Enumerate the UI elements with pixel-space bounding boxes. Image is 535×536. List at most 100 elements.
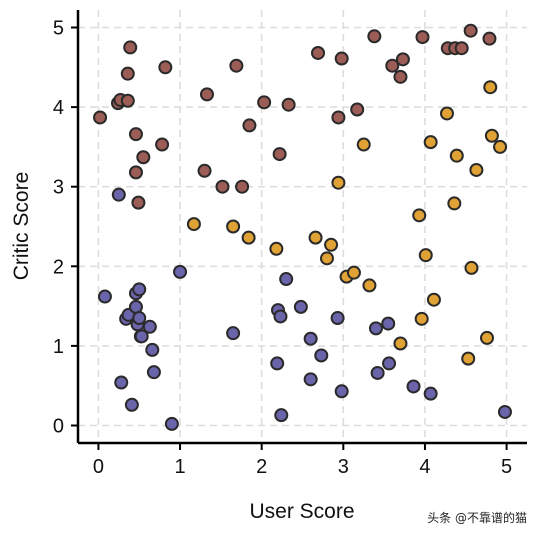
data-point-series-2: [241, 230, 256, 245]
data-point-series-3: [423, 386, 438, 401]
data-point-series-1: [215, 179, 230, 194]
data-point-series-2: [412, 208, 427, 223]
data-point-series-1: [120, 66, 135, 81]
data-point-series-3: [370, 365, 385, 380]
data-point-series-2: [186, 217, 201, 232]
data-point-series-3: [497, 404, 512, 419]
data-point-series-3: [382, 356, 397, 371]
data-point-series-1: [235, 179, 250, 194]
y-tick-label: 5: [53, 18, 64, 40]
data-point-series-1: [199, 87, 214, 102]
x-tick-label: 4: [419, 456, 430, 478]
data-point-series-1: [229, 58, 244, 73]
data-point-series-1: [463, 23, 478, 38]
data-point-series-3: [145, 342, 160, 357]
x-tick-label: 2: [256, 456, 267, 478]
data-point-series-2: [418, 248, 433, 263]
data-point-series-3: [97, 289, 112, 304]
data-point-series-1: [395, 52, 410, 67]
data-point-series-1: [131, 195, 146, 210]
data-point-series-1: [155, 137, 170, 152]
data-point-series-3: [406, 379, 421, 394]
data-point-series-3: [142, 319, 157, 334]
data-point-series-2: [479, 330, 494, 345]
data-point-series-1: [454, 41, 469, 56]
data-point-series-1: [257, 95, 272, 110]
data-point-series-2: [319, 251, 334, 266]
axis-ticks: 0 1 2 3 4 5 0 1 2 3 4 5: [53, 18, 512, 478]
data-point-series-3: [270, 356, 285, 371]
data-point-series-1: [415, 30, 430, 45]
data-point-series-3: [111, 187, 126, 202]
y-tick-label: 1: [53, 336, 64, 358]
data-point-series-2: [447, 196, 462, 211]
data-point-series-2: [393, 336, 408, 351]
watermark-text: 头条 @不靠谱的猫: [427, 510, 527, 525]
data-point-series-2: [414, 311, 429, 326]
data-point-series-3: [314, 348, 329, 363]
data-point-series-1: [120, 93, 135, 108]
y-tick-label: 4: [53, 97, 64, 119]
x-tick-label: 0: [93, 456, 104, 478]
x-tick-label: 1: [174, 456, 185, 478]
data-point-series-1: [281, 97, 296, 112]
data-point-series-2: [226, 219, 241, 234]
data-point-series-1: [128, 127, 143, 142]
data-point-series-2: [461, 351, 476, 366]
data-point-series-1: [334, 51, 349, 66]
x-tick-label: 3: [338, 456, 349, 478]
x-axis-title: User Score: [249, 500, 354, 523]
data-point-series-2: [362, 278, 377, 293]
data-point-series-3: [114, 375, 129, 390]
data-point-series-2: [469, 162, 484, 177]
data-point-series-2: [483, 80, 498, 95]
y-axis-title: Critic Score: [10, 172, 33, 281]
data-point-series-2: [331, 175, 346, 190]
y-tick-label: 0: [53, 415, 64, 437]
data-point-series-1: [128, 165, 143, 180]
data-point-series-3: [128, 299, 143, 314]
data-point-series-2: [346, 265, 361, 280]
data-point-series-3: [146, 365, 161, 380]
data-point-series-3: [334, 384, 349, 399]
data-point-series-1: [123, 40, 138, 55]
data-point-series-1: [350, 102, 365, 117]
data-point-series-2: [484, 128, 499, 143]
data-point-series-1: [482, 31, 497, 46]
data-point-series-1: [385, 58, 400, 73]
data-point-series-3: [124, 397, 139, 412]
data-point-series-2: [464, 260, 479, 275]
data-point-series-3: [330, 311, 345, 326]
data-point-series-2: [423, 135, 438, 150]
data-point-series-3: [293, 299, 308, 314]
data-point-series-3: [274, 408, 289, 423]
data-point-series-3: [381, 316, 396, 331]
data-point-series-1: [393, 69, 408, 84]
data-point-series-1: [272, 147, 287, 162]
data-point-series-2: [269, 241, 284, 256]
data-point-series-1: [158, 60, 173, 75]
data-point-series-1: [197, 163, 212, 178]
data-point-series-1: [242, 118, 257, 133]
data-point-series-1: [136, 150, 151, 165]
data-point-series-1: [331, 110, 346, 125]
data-point-series-3: [132, 282, 147, 297]
data-point-series-2: [308, 230, 323, 245]
data-point-series-3: [303, 331, 318, 346]
data-points: [93, 23, 512, 431]
data-point-series-3: [134, 329, 149, 344]
data-point-series-2: [356, 137, 371, 152]
data-point-series-3: [368, 321, 383, 336]
data-point-series-3: [164, 416, 179, 431]
y-tick-label: 2: [53, 256, 64, 278]
data-point-series-3: [173, 264, 188, 279]
data-point-series-2: [439, 106, 454, 121]
data-point-series-1: [311, 45, 326, 60]
data-point-series-2: [449, 148, 464, 163]
data-point-series-3: [303, 372, 318, 387]
data-point-series-3: [273, 309, 288, 324]
y-tick-label: 3: [53, 177, 64, 199]
data-point-series-1: [93, 110, 108, 125]
data-point-series-3: [226, 326, 241, 341]
